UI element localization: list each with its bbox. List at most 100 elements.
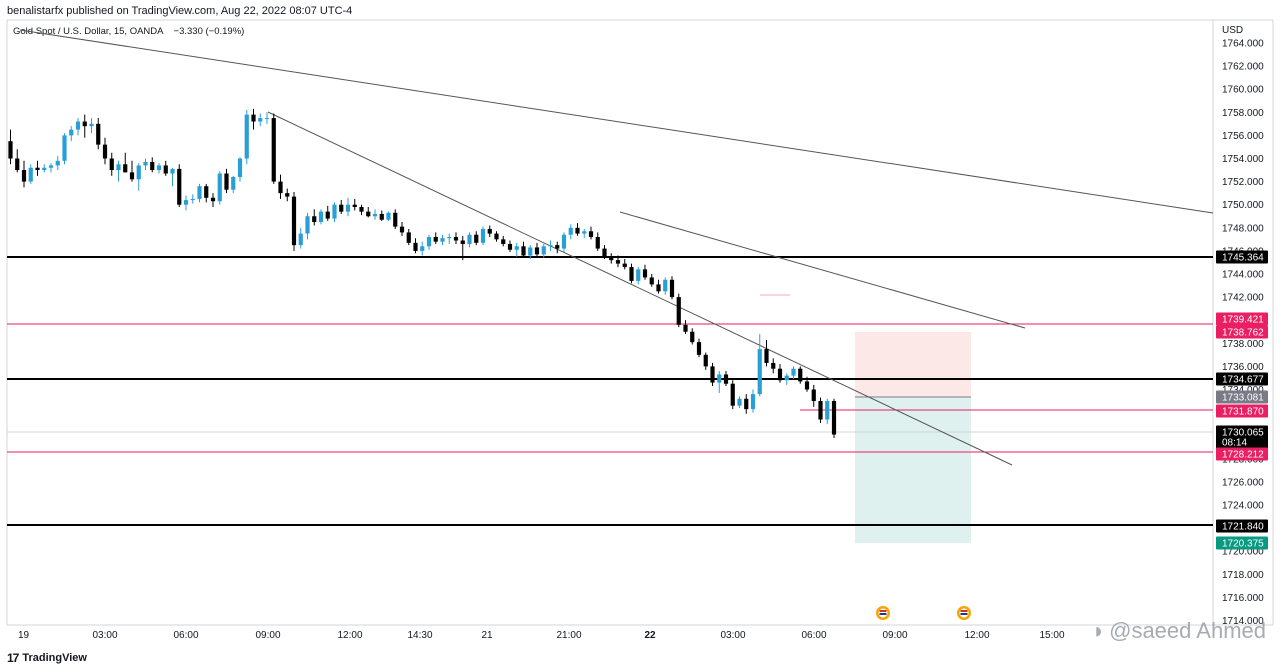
time-tick-label: 03:00	[720, 630, 745, 641]
candle-body	[467, 234, 472, 244]
candle	[629, 263, 634, 284]
candle-body	[89, 123, 94, 127]
candle-body	[426, 237, 432, 247]
us-flag-event-icon[interactable]	[876, 606, 890, 620]
candle	[447, 233, 452, 244]
symbol-legend[interactable]: Gold Spot / U.S. Dollar, 15, OANDA −3.33…	[13, 26, 244, 37]
long-trend-line[interactable]	[19, 29, 1214, 214]
candle	[197, 183, 202, 203]
candle-body	[710, 366, 715, 383]
time-axis[interactable]: 19 03:00 06:00 09:00 12:00 14:30 21 21:00 22 03:0…	[18, 630, 1065, 641]
candle	[426, 234, 432, 250]
candle-body	[717, 374, 722, 383]
candle-body	[528, 247, 533, 256]
candle	[318, 209, 324, 225]
candle-body	[177, 168, 182, 205]
candle	[615, 255, 621, 268]
candle-body	[298, 233, 303, 246]
candle	[399, 222, 405, 236]
candle	[123, 152, 128, 173]
candle-body	[102, 144, 108, 159]
candle	[744, 394, 749, 414]
short-trend-line[interactable]	[619, 211, 1026, 329]
price-badge: 1730.065	[1216, 425, 1268, 439]
candle	[730, 380, 735, 410]
price-tick-label: 1758.000	[1222, 108, 1264, 119]
tradingview-logo[interactable]: 17 TradingView	[7, 651, 87, 665]
us-flag-event-icon[interactable]	[957, 606, 971, 620]
time-tick-label: 19	[18, 630, 30, 641]
price-badge: 1733.081	[1216, 390, 1268, 404]
watermark-text: @saeed Ahmed	[1109, 618, 1266, 643]
candle-body	[379, 213, 384, 220]
candle	[89, 118, 94, 134]
candle-body	[332, 204, 337, 219]
candle	[696, 338, 702, 358]
candle	[649, 274, 654, 287]
candle-body	[62, 135, 67, 161]
candle	[534, 242, 540, 257]
take-profit-zone[interactable]	[855, 397, 971, 543]
candle-body	[96, 123, 101, 145]
price-badge-label: 1730.065	[1222, 428, 1264, 439]
candle-body	[453, 237, 459, 241]
candle-body	[339, 204, 344, 212]
candle-body	[696, 342, 702, 355]
candle-body	[244, 114, 249, 159]
candle	[602, 245, 607, 259]
price-badge: 08:14	[1216, 435, 1268, 449]
price-badge-label: 1720.375	[1222, 539, 1264, 550]
candle-body	[163, 165, 168, 174]
candle-body	[757, 349, 762, 395]
candle	[811, 384, 816, 407]
candle	[62, 133, 67, 165]
candle-body	[514, 246, 519, 250]
tradingview-logo-icon: 17	[7, 651, 19, 665]
candle	[588, 226, 594, 240]
candle	[8, 129, 13, 165]
candle-body	[318, 211, 324, 223]
price-tick-label: 1714.000	[1222, 616, 1264, 627]
candle	[231, 175, 236, 194]
mid-trend-line[interactable]	[267, 111, 1013, 466]
candle-body	[55, 160, 60, 166]
candle-body	[224, 173, 229, 190]
price-tick-label: 1720.000	[1222, 547, 1264, 558]
candle	[69, 126, 74, 142]
candle-body	[15, 158, 20, 171]
candle	[136, 163, 141, 191]
candle-body	[609, 256, 614, 261]
price-tick-label: 1762.000	[1222, 62, 1264, 73]
candle-body	[777, 368, 783, 381]
candle-body	[723, 374, 729, 384]
candle	[804, 376, 810, 392]
candle	[710, 362, 715, 387]
candle	[224, 168, 229, 194]
candle-body	[804, 381, 810, 390]
candle-body	[663, 279, 668, 292]
candle-body	[582, 231, 587, 234]
price-badge: 1738.762	[1216, 325, 1268, 339]
time-tick-label: 21:00	[556, 630, 581, 641]
candle	[251, 108, 256, 130]
candle-body	[737, 398, 742, 406]
candle-body	[156, 165, 162, 171]
time-tick-label: 22	[644, 630, 656, 641]
candle	[791, 366, 796, 380]
candle	[622, 258, 627, 270]
candle-body	[183, 200, 189, 205]
candle-body	[197, 186, 202, 199]
candle-body	[129, 172, 135, 180]
candle-body	[703, 354, 708, 367]
candle	[480, 226, 486, 246]
candle	[190, 194, 195, 204]
price-tick-label: 1750.000	[1222, 200, 1264, 211]
candle	[723, 371, 729, 387]
candle	[453, 232, 459, 244]
stop-loss-zone[interactable]	[855, 332, 971, 397]
candle-body	[791, 368, 796, 376]
candle	[501, 235, 506, 247]
candle	[332, 202, 337, 223]
horizontal-levels[interactable]	[7, 256, 1213, 526]
